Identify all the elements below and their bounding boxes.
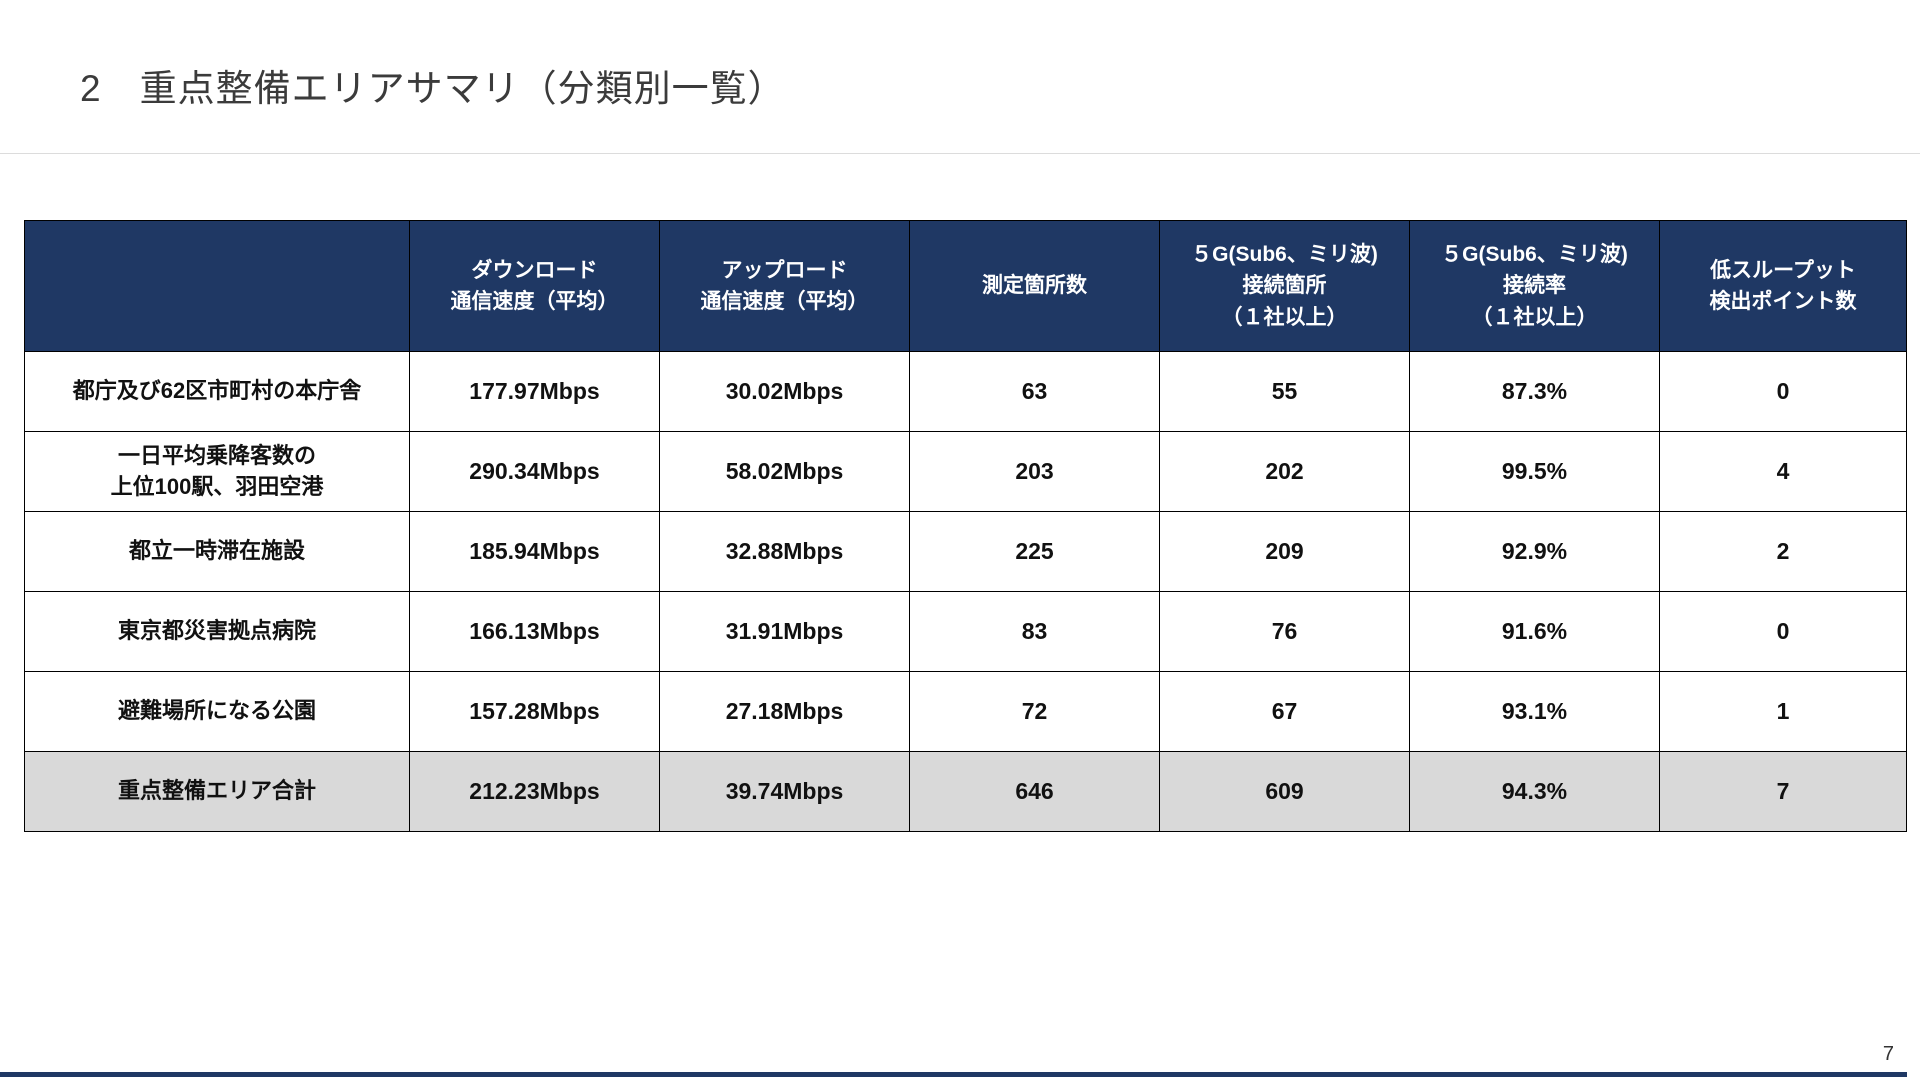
bottom-bar (0, 1072, 1907, 1077)
cell-5g-connection-rate: 91.6% (1409, 591, 1660, 672)
cell-low-throughput-points: 7 (1659, 751, 1907, 832)
title-divider (0, 153, 1920, 154)
cell-upload-speed: 27.18Mbps (659, 671, 910, 752)
table-row: 一日平均乗降客数の 上位100駅、羽田空港 290.34Mbps 58.02Mb… (24, 431, 1907, 512)
row-label-total: 重点整備エリア合計 (24, 751, 410, 832)
cell-5g-connection-locations: 76 (1159, 591, 1410, 672)
cell-5g-connection-locations: 202 (1159, 431, 1410, 512)
col-header-download-speed: ダウンロード 通信速度（平均） (409, 220, 660, 352)
page-title: 2 重点整備エリアサマリ（分類別一覧） (80, 68, 786, 109)
cell-5g-connection-locations: 209 (1159, 511, 1410, 592)
row-label: 都立一時滞在施設 (24, 511, 410, 592)
col-header-upload-speed: アップロード 通信速度（平均） (659, 220, 910, 352)
cell-5g-connection-rate: 93.1% (1409, 671, 1660, 752)
col-header-5g-connection-rate: ５G(Sub6、ミリ波) 接続率 （１社以上） (1409, 220, 1660, 352)
table-row: 東京都災害拠点病院 166.13Mbps 31.91Mbps 83 76 91.… (24, 591, 1907, 672)
cell-measurement-count: 83 (909, 591, 1160, 672)
cell-upload-speed: 30.02Mbps (659, 351, 910, 432)
cell-measurement-count: 72 (909, 671, 1160, 752)
row-label: 避難場所になる公園 (24, 671, 410, 752)
cell-measurement-count: 225 (909, 511, 1160, 592)
col-header-measurement-count: 測定箇所数 (909, 220, 1160, 352)
cell-5g-connection-rate: 99.5% (1409, 431, 1660, 512)
table-row: 都立一時滞在施設 185.94Mbps 32.88Mbps 225 209 92… (24, 511, 1907, 592)
cell-measurement-count: 203 (909, 431, 1160, 512)
cell-download-speed: 212.23Mbps (409, 751, 660, 832)
col-header-5g-connection-locations: ５G(Sub6、ミリ波) 接続箇所 （１社以上） (1159, 220, 1410, 352)
row-label: 一日平均乗降客数の 上位100駅、羽田空港 (24, 431, 410, 512)
cell-download-speed: 177.97Mbps (409, 351, 660, 432)
col-header-low-throughput-points: 低スループット 検出ポイント数 (1659, 220, 1907, 352)
cell-5g-connection-rate: 87.3% (1409, 351, 1660, 432)
cell-upload-speed: 39.74Mbps (659, 751, 910, 832)
table-total-row: 重点整備エリア合計 212.23Mbps 39.74Mbps 646 609 9… (24, 751, 1907, 832)
table-header-row: ダウンロード 通信速度（平均） アップロード 通信速度（平均） 測定箇所数 ５G… (24, 220, 1907, 352)
summary-table: ダウンロード 通信速度（平均） アップロード 通信速度（平均） 測定箇所数 ５G… (24, 220, 1907, 832)
cell-download-speed: 185.94Mbps (409, 511, 660, 592)
cell-5g-connection-rate: 94.3% (1409, 751, 1660, 832)
cell-upload-speed: 58.02Mbps (659, 431, 910, 512)
cell-5g-connection-locations: 67 (1159, 671, 1410, 752)
cell-measurement-count: 646 (909, 751, 1160, 832)
cell-low-throughput-points: 0 (1659, 591, 1907, 672)
cell-upload-speed: 31.91Mbps (659, 591, 910, 672)
cell-low-throughput-points: 1 (1659, 671, 1907, 752)
cell-low-throughput-points: 0 (1659, 351, 1907, 432)
page-number: 7 (1882, 1043, 1894, 1065)
cell-5g-connection-locations: 609 (1159, 751, 1410, 832)
cell-low-throughput-points: 4 (1659, 431, 1907, 512)
table-row: 避難場所になる公園 157.28Mbps 27.18Mbps 72 67 93.… (24, 671, 1907, 752)
cell-download-speed: 157.28Mbps (409, 671, 660, 752)
row-label: 東京都災害拠点病院 (24, 591, 410, 672)
cell-low-throughput-points: 2 (1659, 511, 1907, 592)
row-label: 都庁及び62区市町村の本庁舎 (24, 351, 410, 432)
table-row: 都庁及び62区市町村の本庁舎 177.97Mbps 30.02Mbps 63 5… (24, 351, 1907, 432)
cell-5g-connection-locations: 55 (1159, 351, 1410, 432)
cell-measurement-count: 63 (909, 351, 1160, 432)
cell-download-speed: 166.13Mbps (409, 591, 660, 672)
cell-5g-connection-rate: 92.9% (1409, 511, 1660, 592)
cell-download-speed: 290.34Mbps (409, 431, 660, 512)
cell-upload-speed: 32.88Mbps (659, 511, 910, 592)
col-header-category (24, 220, 410, 352)
